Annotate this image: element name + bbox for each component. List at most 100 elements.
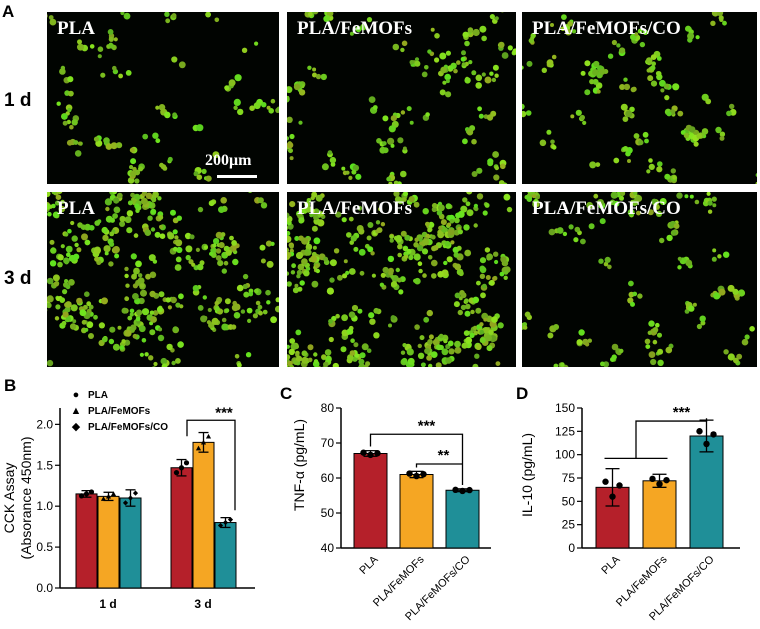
cell (633, 133, 640, 139)
cell (152, 366, 156, 367)
cell (133, 267, 140, 275)
cell (67, 107, 72, 113)
cell (553, 363, 559, 367)
cell (628, 280, 634, 287)
cell (403, 246, 407, 251)
cell (644, 338, 651, 345)
bar (445, 489, 480, 549)
cell (287, 95, 290, 103)
cell (319, 211, 324, 216)
cell (700, 320, 706, 326)
cell (147, 215, 153, 221)
cell (153, 361, 158, 367)
cell (466, 128, 474, 136)
cell (287, 235, 292, 243)
cell (296, 251, 303, 259)
cell (48, 15, 54, 20)
cell (481, 312, 489, 320)
cell (328, 318, 333, 324)
cell (404, 234, 411, 241)
cell (62, 120, 68, 126)
cell (476, 280, 481, 286)
cell (116, 142, 123, 149)
cell (174, 235, 179, 240)
cell (485, 275, 491, 280)
cell (479, 329, 485, 335)
cell (54, 316, 60, 321)
cell (165, 297, 171, 303)
cell (193, 171, 199, 177)
cell (212, 243, 217, 248)
cell (388, 270, 394, 276)
cell (711, 196, 717, 202)
cell (424, 348, 431, 354)
cell (353, 246, 359, 252)
cell (650, 65, 656, 71)
cell (137, 277, 145, 285)
cell (550, 23, 554, 27)
cell (358, 228, 365, 235)
bar (689, 435, 724, 549)
row-label-1d: 1 d (4, 90, 32, 111)
cell (355, 173, 362, 180)
cell (311, 280, 319, 288)
cell (287, 212, 290, 219)
cell (47, 277, 54, 285)
cell (150, 227, 156, 232)
cell (587, 338, 592, 343)
micrograph-label: PLA/FeMOFs (297, 198, 413, 219)
cell (546, 59, 554, 67)
cell (252, 313, 258, 319)
cell (220, 232, 226, 237)
cell (622, 116, 629, 122)
cell (393, 192, 400, 197)
cell (607, 53, 614, 59)
cell (401, 40, 408, 47)
cell (589, 161, 597, 169)
cell (266, 300, 271, 305)
cell (413, 201, 420, 208)
cell (449, 219, 455, 224)
cell (309, 213, 314, 218)
cell (301, 258, 308, 265)
cell (171, 56, 178, 63)
cell (483, 317, 488, 322)
micrograph-1d-pla-femofs-co: PLA/FeMOFs/CO (522, 12, 757, 184)
cell (224, 298, 231, 305)
cell (294, 283, 299, 288)
cell (66, 139, 73, 146)
cell (174, 264, 182, 271)
cell (503, 193, 511, 201)
cell (392, 43, 400, 51)
cell (62, 289, 68, 295)
cell (241, 47, 248, 53)
cell (340, 346, 347, 353)
cell (470, 309, 475, 315)
bar (119, 497, 142, 589)
cell (463, 330, 470, 336)
data-point (459, 487, 466, 495)
cell (689, 126, 696, 133)
cell (541, 67, 547, 73)
cell (435, 362, 442, 367)
cell (232, 258, 239, 266)
cell (476, 193, 484, 200)
cell (466, 192, 473, 195)
cell (460, 304, 467, 311)
cell (435, 344, 442, 351)
y-tick-label: 100 (555, 448, 575, 462)
cell (651, 198, 658, 205)
cell (677, 256, 682, 261)
x-tick-label: PLA (357, 553, 381, 577)
cell (129, 165, 134, 170)
cell (622, 146, 629, 152)
cell (64, 232, 69, 237)
cell (596, 89, 601, 94)
cell (454, 340, 461, 348)
cell (379, 282, 385, 287)
cell (345, 170, 350, 175)
cell (189, 234, 195, 240)
cell (443, 260, 448, 266)
cell (47, 302, 52, 309)
cell (149, 271, 157, 279)
